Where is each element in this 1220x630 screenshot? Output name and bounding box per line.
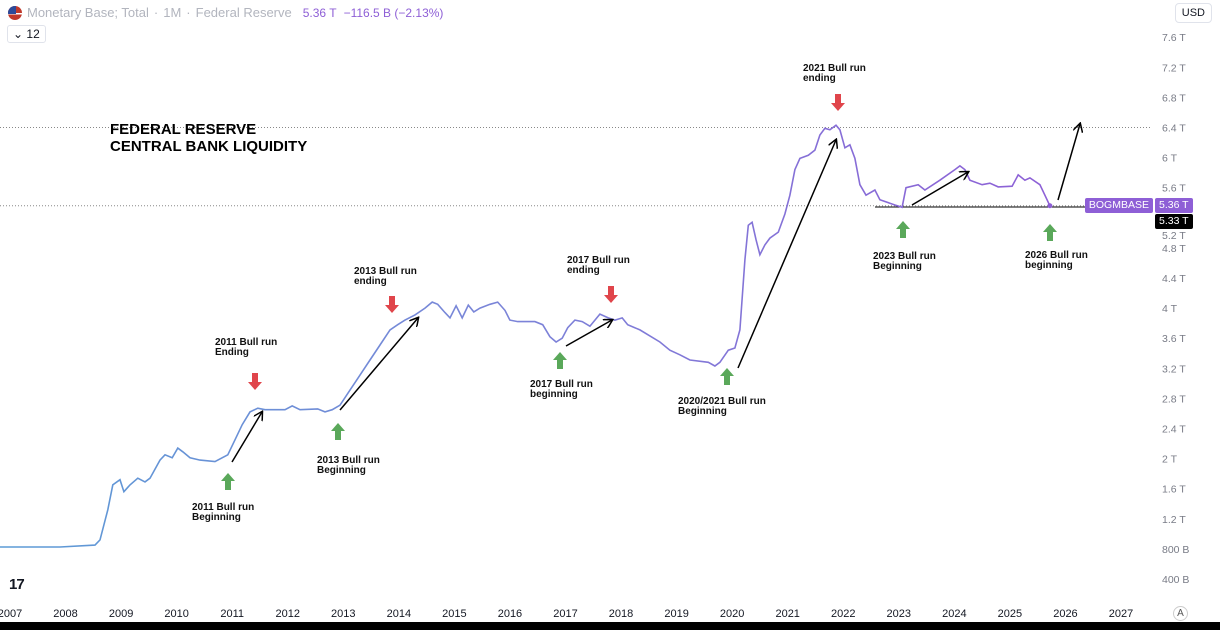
auto-scale-button[interactable]: A xyxy=(1173,606,1188,621)
annotation-label: 2020/2021 Bull run Beginning xyxy=(678,396,766,417)
y-tick-label: 3.6 T xyxy=(1162,333,1186,345)
arrow-up-icon xyxy=(1043,224,1057,241)
tradingview-logo[interactable]: 17 xyxy=(9,576,25,593)
x-tick-label: 2027 xyxy=(1109,608,1133,620)
x-tick-label: 2015 xyxy=(442,608,466,620)
x-tick-label: 2014 xyxy=(387,608,411,620)
annotation-label: 2013 Bull run Beginning xyxy=(317,455,380,476)
y-tick-label: 800 B xyxy=(1162,544,1189,556)
title-line-1: FEDERAL RESERVE xyxy=(110,121,257,138)
last-value: 5.36 T xyxy=(302,5,337,20)
annotation-label: 2017 Bull run ending xyxy=(567,255,630,276)
x-tick-label: 2010 xyxy=(164,608,188,620)
y-tick-label: 2 T xyxy=(1162,454,1178,466)
annotation-label: 2017 Bull run beginning xyxy=(530,379,593,400)
series-line xyxy=(0,124,1051,548)
x-tick-label: 2012 xyxy=(276,608,300,620)
symbol-title: Monetary Base; Total xyxy=(27,5,149,20)
annotation-label: 2011 Bull run Ending xyxy=(215,337,278,358)
trend-arrows xyxy=(231,124,1080,463)
change-value: −116.5 B (−2.13%) xyxy=(343,5,444,20)
y-tick-label: 6.8 T xyxy=(1162,92,1186,104)
y-tick-label: 4.4 T xyxy=(1162,273,1186,285)
last-point xyxy=(1047,203,1053,209)
arrow-up-icon xyxy=(331,423,345,440)
x-tick-label: 2008 xyxy=(53,608,77,620)
us-flag-icon xyxy=(8,5,22,20)
x-tick-label: 2019 xyxy=(664,608,688,620)
x-tick-label: 2016 xyxy=(498,608,522,620)
currency-button[interactable]: USD xyxy=(1174,3,1212,23)
separator-dot: · xyxy=(153,5,159,20)
indicator-count: 12 xyxy=(26,27,40,41)
y-tick-label: 1.6 T xyxy=(1162,484,1186,496)
y-tick-label: 2.8 T xyxy=(1162,393,1186,405)
arrow-up-icon xyxy=(720,368,734,385)
x-tick-label: 2009 xyxy=(109,608,133,620)
crosshair-price-tag: 5.33 T xyxy=(1155,214,1193,229)
bottom-bar xyxy=(0,622,1220,630)
arrow-up-icon xyxy=(896,221,910,238)
trend-arrow xyxy=(565,320,612,347)
indicators-toggle[interactable]: ⌄ 12 xyxy=(7,25,46,43)
last-price-tag: 5.36 T xyxy=(1155,198,1193,213)
x-tick-label: 2013 xyxy=(331,608,355,620)
arrow-down-icon xyxy=(831,94,845,111)
x-tick-label: 2026 xyxy=(1053,608,1077,620)
arrow-down-icon xyxy=(385,296,399,313)
source: Federal Reserve xyxy=(195,5,292,20)
y-tick-label: 5.6 T xyxy=(1162,183,1186,195)
x-tick-label: 2007 xyxy=(0,608,22,620)
y-tick-label: 7.2 T xyxy=(1162,62,1186,74)
x-tick-label: 2021 xyxy=(775,608,799,620)
x-tick-label: 2024 xyxy=(942,608,966,620)
x-tick-label: 2017 xyxy=(553,608,577,620)
legend-header[interactable]: Monetary Base; Total · 1M · Federal Rese… xyxy=(8,5,443,20)
x-tick-label: 2011 xyxy=(220,608,244,620)
y-tick-label: 7.6 T xyxy=(1162,32,1186,44)
arrow-down-icon xyxy=(248,373,262,390)
chart-title: FEDERAL RESERVE CENTRAL BANK LIQUIDITY xyxy=(110,121,307,155)
trend-arrow xyxy=(231,412,262,463)
y-tick-label: 6.4 T xyxy=(1162,123,1186,135)
trend-arrow xyxy=(737,140,836,369)
y-tick-label: 400 B xyxy=(1162,574,1189,586)
y-tick-label: 4.8 T xyxy=(1162,243,1186,255)
trend-arrow xyxy=(339,318,418,411)
arrow-up-icon xyxy=(221,473,235,490)
x-tick-label: 2018 xyxy=(609,608,633,620)
trend-arrow xyxy=(911,172,968,206)
arrow-down-icon xyxy=(604,286,618,303)
interval: 1M xyxy=(163,5,182,20)
trend-arrow xyxy=(1057,124,1080,201)
chevron-down-icon: ⌄ xyxy=(13,27,24,41)
x-tick-label: 2025 xyxy=(998,608,1022,620)
y-tick-label: 4 T xyxy=(1162,303,1178,315)
separator-dot: · xyxy=(186,5,191,20)
arrow-up-icon xyxy=(553,352,567,369)
annotation-label: 2026 Bull run beginning xyxy=(1025,250,1088,271)
y-tick-label: 5.2 T xyxy=(1162,230,1186,242)
annotation-label: 2021 Bull run ending xyxy=(803,63,866,84)
x-tick-label: 2022 xyxy=(831,608,855,620)
x-tick-label: 2023 xyxy=(887,608,911,620)
y-tick-label: 6 T xyxy=(1162,153,1178,165)
y-tick-label: 1.2 T xyxy=(1162,514,1186,526)
y-tick-label: 3.2 T xyxy=(1162,363,1186,375)
x-tick-label: 2020 xyxy=(720,608,744,620)
y-tick-label: 2.4 T xyxy=(1162,424,1186,436)
annotation-label: 2023 Bull run Beginning xyxy=(873,251,936,272)
annotation-label: 2011 Bull run Beginning xyxy=(192,502,255,523)
title-line-2: CENTRAL BANK LIQUIDITY xyxy=(110,138,308,155)
annotation-label: 2013 Bull run ending xyxy=(354,266,417,287)
symbol-tag: BOGMBASE xyxy=(1084,198,1153,213)
